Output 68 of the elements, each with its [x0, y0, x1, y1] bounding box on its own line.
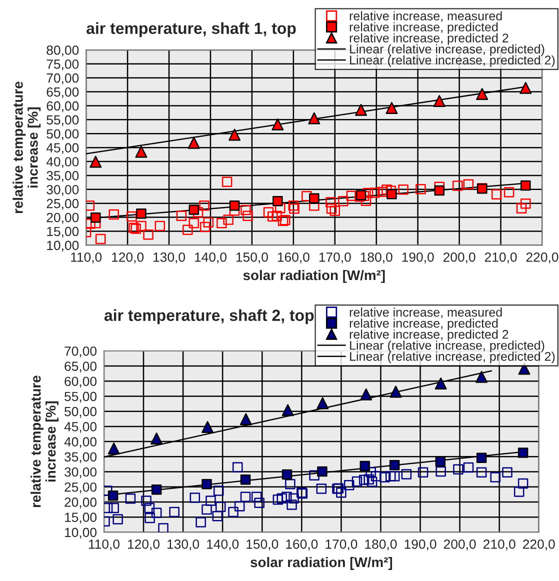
x-tick-label: 120,0 [112, 252, 144, 264]
x-tick-label: 220,0 [523, 539, 555, 550]
x-tick-label: 210,0 [484, 252, 517, 264]
y-tick-label: 15,00 [65, 512, 97, 524]
x-tick-label: 170,0 [326, 539, 358, 550]
y-tick-label: 20,00 [46, 212, 79, 224]
y-tick-label: 50,00 [46, 129, 79, 140]
y-tick-label: 35,00 [46, 171, 79, 182]
x-axis-title: solar radiation [W/m²] [243, 270, 385, 283]
y-tick-label: 25,00 [46, 198, 79, 210]
legend-label: relative increase, predicted [350, 22, 498, 34]
x-tick-label: 140,0 [194, 252, 226, 264]
x-tick-label: 130,0 [168, 539, 200, 550]
legend-label: relative increase, measured [350, 11, 502, 22]
x-tick-label: 160,0 [278, 252, 310, 264]
x-tick-label: 120,0 [128, 539, 160, 550]
y-axis-title: relative temperature increase [%] [30, 376, 58, 508]
x-tick-label: 200,0 [444, 539, 476, 550]
y-tick-label: 10,00 [65, 528, 97, 539]
x-tick-label: 210,0 [483, 539, 516, 550]
y-tick-label: 65,00 [64, 362, 97, 372]
x-axis-title: solar radiation [W/m²] [250, 556, 392, 570]
y-tick-label: 70,00 [46, 73, 79, 84]
y-tick-label: 10,00 [47, 240, 79, 252]
legend-label: relative increase, predicted [350, 318, 498, 330]
y-tick-label: 75,00 [46, 59, 79, 70]
y-tick-label: 35,00 [64, 452, 97, 464]
legend-label: Linear (relative increase, predicted 2) [350, 55, 555, 67]
legend-label: Linear (relative increase, predicted) [350, 44, 544, 56]
legend-label: relative increase, measured [350, 308, 502, 318]
legend-label: Linear (relative increase, predicted) [350, 340, 544, 352]
x-tick-label: 110,0 [88, 539, 120, 550]
x-tick-label: 190,0 [404, 539, 436, 550]
chart-title: air temperature, shaft 1, top [86, 22, 296, 38]
y-tick-label: 40,00 [46, 157, 79, 168]
x-tick-label: 130,0 [154, 252, 186, 264]
x-tick-label: 150,0 [236, 252, 268, 264]
x-tick-label: 150,0 [246, 539, 278, 550]
y-tick-label: 55,00 [46, 115, 79, 126]
x-tick-label: 200,0 [443, 252, 476, 264]
legend-label: relative increase, predicted 2 [350, 33, 508, 45]
x-tick-label: 180,0 [365, 539, 397, 550]
y-tick-label: 30,00 [64, 467, 97, 478]
y-tick-label: 45,00 [46, 143, 79, 154]
y-tick-label: 30,00 [46, 184, 79, 196]
y-tick-label: 80,00 [46, 46, 79, 56]
legend-label: Linear (relative increase, predicted 2) [350, 352, 555, 364]
y-tick-label: 45,00 [64, 422, 97, 433]
y-tick-label: 50,00 [64, 406, 97, 418]
y-tick-label: 15,00 [47, 226, 79, 238]
x-tick-label: 190,0 [402, 252, 434, 264]
y-tick-label: 65,00 [46, 87, 79, 98]
x-tick-label: 110,0 [71, 252, 102, 264]
legend-label: relative increase, predicted 2 [350, 330, 508, 342]
x-tick-label: 170,0 [319, 252, 351, 264]
y-tick-label: 55,00 [64, 392, 97, 403]
x-tick-label: 160,0 [286, 539, 318, 550]
chart-title: air temperature, shaft 2, top [104, 309, 314, 324]
x-tick-label: 140,0 [207, 539, 239, 550]
y-tick-label: 70,00 [64, 346, 97, 358]
y-axis-title: relative temperature increase [%] [12, 82, 41, 214]
x-tick-label: 180,0 [360, 252, 392, 264]
y-tick-label: 40,00 [64, 437, 97, 448]
y-tick-label: 20,00 [64, 498, 97, 508]
x-tick-label: 220,0 [526, 252, 558, 264]
y-tick-label: 60,00 [46, 101, 79, 112]
y-tick-label: 60,00 [64, 376, 97, 388]
y-tick-label: 25,00 [64, 482, 97, 494]
